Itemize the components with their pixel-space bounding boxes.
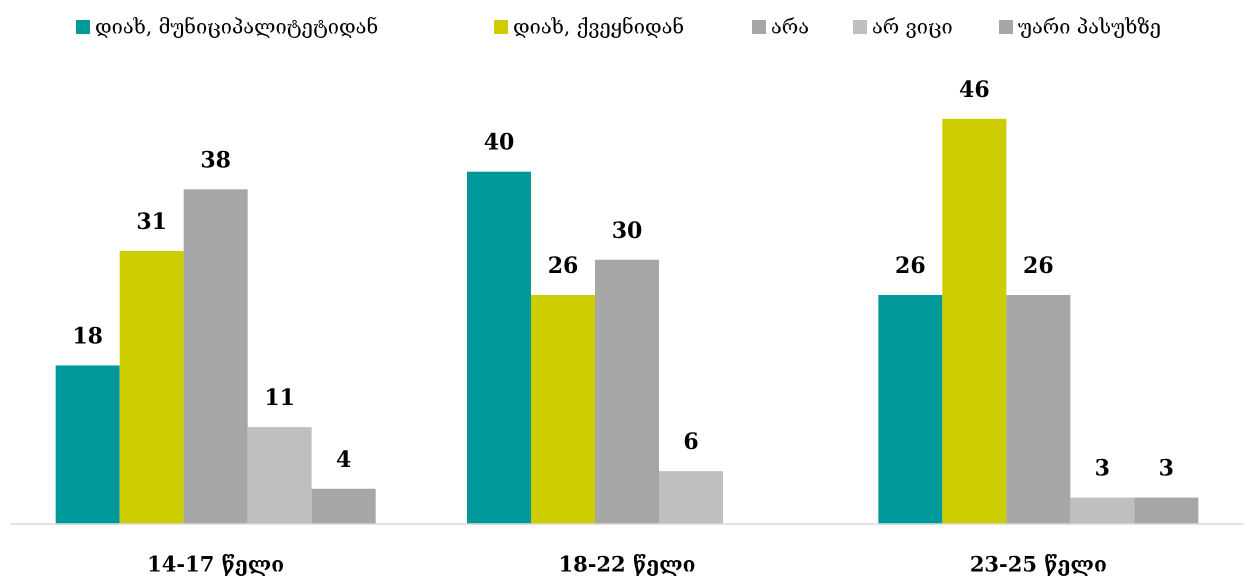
x-tick-label: 14-17 წელი	[147, 552, 284, 577]
legend-swatch	[752, 20, 766, 34]
legend-label: დიახ, მუნიციპალიტეტიდან	[95, 15, 378, 39]
bar	[1006, 295, 1071, 524]
bar	[1070, 497, 1135, 524]
value-label: 18	[72, 323, 103, 349]
legend-swatch	[494, 20, 508, 34]
bar	[942, 118, 1007, 524]
bar	[183, 189, 248, 525]
value-label: 6	[683, 429, 698, 455]
legend-label: არა	[771, 15, 809, 39]
value-label: 46	[959, 77, 990, 103]
bar	[119, 250, 184, 524]
value-label: 31	[136, 209, 167, 235]
value-label: 30	[612, 218, 643, 244]
x-tick-label: 18-22 წელი	[558, 552, 695, 577]
bar	[878, 295, 943, 524]
bar	[659, 471, 723, 524]
bar	[467, 171, 531, 524]
bar	[55, 365, 120, 524]
legend-label: უარი პასუხზე	[1018, 15, 1161, 39]
value-label: 38	[200, 147, 231, 173]
bar	[247, 427, 312, 524]
value-label: 26	[548, 253, 579, 279]
bar	[595, 259, 659, 524]
value-label: 26	[895, 253, 926, 279]
value-label: 40	[484, 130, 515, 156]
legend-label: არ ვიცი	[872, 15, 953, 39]
bar	[311, 488, 376, 524]
legend-swatch	[853, 20, 867, 34]
value-label: 4	[336, 447, 351, 473]
value-label: 11	[264, 385, 295, 411]
x-tick-label: 23-25 წელი	[970, 552, 1107, 577]
legend-swatch	[76, 20, 90, 34]
bar	[1134, 497, 1199, 524]
legend-swatch	[999, 20, 1013, 34]
value-label: 26	[1023, 253, 1054, 279]
bar	[531, 295, 595, 524]
value-label: 3	[1159, 456, 1174, 482]
value-label: 3	[1095, 456, 1110, 482]
legend-label: დიახ, ქვეყნიდან	[513, 15, 684, 39]
